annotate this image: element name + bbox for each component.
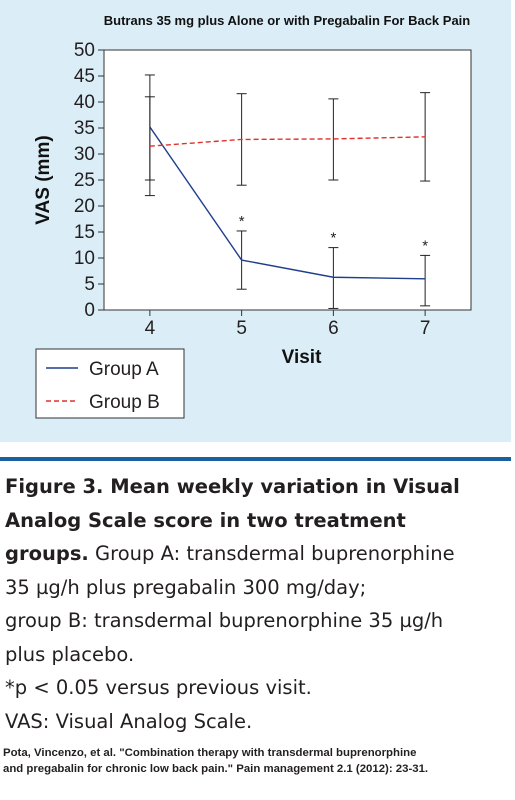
caption-text: *p < 0.05 versus previous visit. [5,676,312,699]
y-tick-label: 40 [74,92,95,113]
chart-title: Butrans 35 mg plus Alone or with Pregaba… [104,13,471,28]
significance-marker: * [239,213,245,230]
caption-bold: Figure 3. Mean weekly variation in Visua… [5,475,460,498]
y-tick-label: 15 [74,222,95,243]
plot-area [103,49,472,311]
caption-line: VAS: Visual Analog Scale. [5,705,505,739]
y-tick-label: 10 [74,248,95,269]
caption-line: group B: transdermal buprenorphine 35 µg… [5,604,505,638]
y-tick-label: 50 [74,40,95,61]
y-tick-label: 0 [84,300,95,321]
caption-bold: Analog Scale score in two treatment [5,508,406,532]
caption-text: 35 µg/h plus pregabalin 300 mg/day; [5,575,367,599]
legend-label: Group B [89,392,160,413]
caption-text: plus placebo. [5,642,135,666]
caption-line: Figure 3. Mean weekly variation in Visua… [5,470,505,504]
caption-line: plus placebo. [5,638,505,672]
caption-text: VAS: Visual Analog Scale. [5,709,253,733]
x-tick-label: 6 [328,318,339,339]
series-line-a [149,126,426,280]
y-tick-label: 25 [74,170,95,191]
caption-divider [0,457,511,461]
y-axis-label: VAS (mm) [33,135,54,224]
citation-line-2: and pregabalin for chronic low back pain… [3,763,429,775]
caption-line: Analog Scale score in two treatment [5,504,505,538]
citation: Pota, Vincenzo, et al. "Combination ther… [3,745,512,777]
significance-marker: * [422,237,428,254]
caption-line: 35 µg/h plus pregabalin 300 mg/day; [5,571,505,605]
x-tick-label: 7 [420,318,431,339]
figure-caption: Figure 3. Mean weekly variation in Visua… [5,470,505,738]
y-tick-label: 20 [74,196,95,217]
caption-bold: groups. [5,542,89,565]
significance-marker: * [330,230,336,247]
caption-text: Group A: transdermal buprenorphine [88,542,455,565]
citation-line-1: Pota, Vincenzo, et al. "Combination ther… [3,747,417,759]
y-tick-label: 45 [74,66,95,87]
y-tick-label: 30 [74,144,95,165]
y-tick-label: 5 [84,274,95,295]
legend-label: Group A [89,359,159,380]
caption-text: group B: transdermal buprenorphine 35 µg… [5,609,444,632]
x-axis-label: Visit [282,347,322,368]
caption-line: *p < 0.05 versus previous visit. [5,671,505,705]
chart-svg: Butrans 35 mg plus Alone or with Pregaba… [33,13,472,419]
y-tick-label: 35 [74,118,95,139]
x-tick-label: 5 [236,318,247,339]
series-line-b [149,136,426,147]
x-tick-label: 4 [145,318,156,339]
legend-box [35,348,185,419]
caption-line: groups. Group A: transdermal buprenorphi… [5,537,505,571]
